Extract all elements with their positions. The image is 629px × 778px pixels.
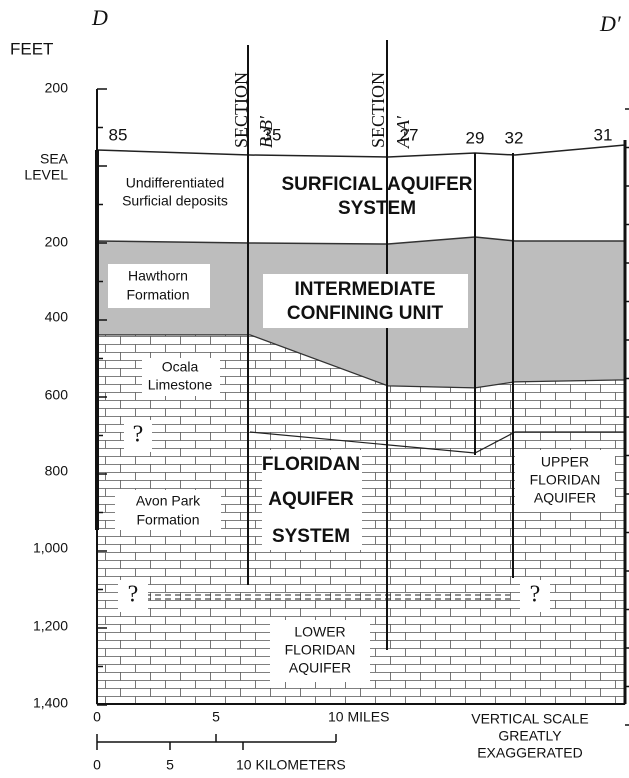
label-boxes — [108, 172, 615, 682]
sea-level-label: SEA — [40, 151, 69, 167]
section-name: B-B′ — [256, 115, 276, 148]
scale-label: 10 MILES — [328, 709, 389, 725]
unit-label: Ocala — [162, 359, 199, 375]
corner-label: D′ — [599, 11, 622, 36]
unit-label: Formation — [126, 287, 189, 303]
well-label: 29 — [466, 128, 485, 147]
label-box — [108, 264, 210, 308]
well-label: 35 — [263, 125, 282, 144]
label-box — [142, 358, 220, 396]
question-mark: ? — [530, 582, 541, 608]
depth-label: 600 — [45, 387, 69, 403]
label-box — [124, 420, 152, 452]
unit-label: FLORIDAN — [530, 472, 601, 488]
unit-label: LOWER — [294, 624, 345, 640]
label-box — [118, 580, 148, 612]
unit-label: SURFICIAL AQUIFER — [281, 174, 472, 195]
scale-note: GREATLY — [498, 728, 562, 744]
depth-label: 1,400 — [33, 695, 68, 711]
scale-label: 0 — [93, 757, 101, 773]
unit-label: AQUIFER — [534, 490, 596, 506]
unit-label: FLORIDAN — [285, 642, 356, 658]
unit-label: Limestone — [148, 377, 213, 393]
sea-level-label: LEVEL — [24, 167, 68, 183]
label-box — [515, 450, 615, 512]
unit-label: FLORIDAN — [262, 454, 360, 475]
unit-label: Hawthorn — [128, 268, 188, 284]
label-box — [263, 274, 468, 328]
ground-surface — [96, 144, 626, 158]
label-box — [112, 172, 244, 212]
depth-label: 1,200 — [33, 618, 68, 634]
label-box — [520, 580, 550, 612]
label-box — [115, 490, 221, 530]
unit-label: SYSTEM — [272, 526, 350, 547]
well-labels: 85 35 27 29 32 31 — [109, 125, 613, 147]
well-label: 27 — [400, 125, 419, 144]
scale-note: EXAGGERATED — [477, 745, 583, 761]
unit-label: Undifferentiated — [126, 175, 225, 191]
scale-label: 10 KILOMETERS — [236, 757, 346, 773]
depth-label: 400 — [45, 309, 69, 325]
section-name: A-A′ — [393, 115, 413, 149]
question-mark: ? — [128, 582, 139, 608]
well-label: 32 — [505, 128, 524, 147]
contact-line — [249, 431, 625, 454]
unit-label: Surficial deposits — [122, 193, 228, 209]
axis-title: FEET — [10, 39, 53, 58]
surficial-layer — [97, 145, 625, 244]
unit-label: SYSTEM — [338, 198, 416, 219]
unit-label: AQUIFER — [268, 489, 354, 510]
depth-label: 1,000 — [33, 540, 68, 556]
depth-label: 200 — [45, 80, 69, 96]
unit-label: INTERMEDIATE — [294, 279, 435, 300]
depth-label: 800 — [45, 463, 69, 479]
unit-label: Avon Park — [136, 493, 201, 509]
unit-label: Formation — [136, 512, 199, 528]
well-label: 31 — [594, 125, 613, 144]
scale-label: 5 — [212, 709, 220, 725]
unit-label: AQUIFER — [289, 660, 351, 676]
depth-labels: 200 200 400 600 800 1,000 1,200 1,400 — [33, 80, 68, 711]
ticks — [97, 88, 629, 726]
unit-label: CONFINING UNIT — [287, 303, 444, 324]
question-mark: ? — [133, 422, 144, 448]
scale-label: 0 — [93, 709, 101, 725]
section-word: SECTION — [368, 72, 388, 148]
label-box — [262, 450, 362, 550]
scale-note: VERTICAL SCALE — [471, 711, 589, 727]
scale-label: 5 — [166, 757, 174, 773]
unit-label: UPPER — [541, 454, 589, 470]
label-box — [270, 620, 370, 682]
depth-label: 200 — [45, 234, 69, 250]
well-label: 85 — [109, 125, 128, 144]
corner-label: D — [91, 5, 108, 30]
section-word: SECTION — [231, 72, 251, 148]
scale-bar — [96, 734, 337, 750]
